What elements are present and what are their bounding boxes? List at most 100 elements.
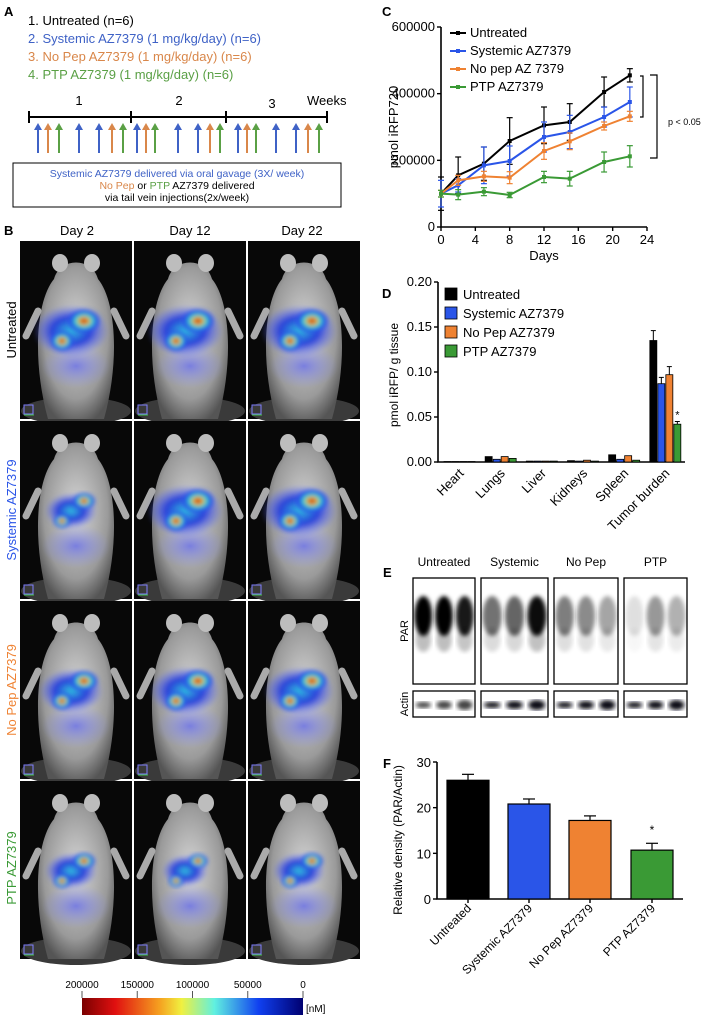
mouse-ear [198, 614, 214, 632]
arrow-head [142, 123, 150, 130]
blot-label-actin: Actin [399, 692, 411, 716]
colorbar-unit: [nM] [306, 1004, 326, 1015]
actin-band [457, 700, 473, 710]
actin-band [506, 701, 523, 709]
colorbar-tick-label: 150000 [121, 980, 155, 991]
x-tick-label: Untreated [427, 901, 474, 948]
actin-band [557, 702, 573, 708]
bar [609, 455, 616, 462]
dose-arrow-systemic-icon [194, 123, 202, 153]
bar [584, 460, 591, 462]
actin-band [436, 701, 452, 709]
signal-hotspot [53, 873, 71, 889]
note-nopep: No Pep [99, 180, 134, 192]
x-tick-label: 4 [472, 232, 479, 247]
dose-arrow-nopep-icon [304, 123, 312, 153]
blot-group-label: Untreated [418, 555, 471, 569]
data-point [542, 175, 546, 179]
y-tick-label: 0.15 [407, 319, 432, 334]
signal-hotspot [180, 488, 216, 514]
data-point [439, 192, 443, 196]
arrow-head [206, 123, 214, 130]
legend-swatch [445, 288, 457, 300]
bar [526, 461, 533, 462]
actin-band [648, 701, 664, 709]
data-point [602, 115, 606, 119]
legend-label: No pep AZ 7379 [470, 61, 564, 76]
dose-arrow-nopep-icon [142, 123, 150, 153]
dose-arrow-systemic-icon [34, 123, 42, 153]
par-smear [416, 628, 432, 652]
mouse-image [248, 241, 360, 425]
signal-hotspot [300, 852, 325, 870]
bar [674, 424, 681, 462]
mouse-ear [312, 614, 328, 632]
arrow-head [151, 123, 159, 130]
signal-haze [156, 884, 224, 928]
legend-label: Systemic AZ7379 [463, 306, 564, 321]
actin-band [578, 701, 594, 709]
signal-hotspot [277, 510, 303, 532]
dose-arrow-nopep-icon [243, 123, 251, 153]
mouse-image [20, 781, 132, 965]
mouse-image [248, 421, 360, 605]
signal-hotspot [181, 669, 214, 693]
panel-label-a: A [4, 4, 14, 19]
arrow-head [234, 123, 242, 130]
panel-label-d: D [382, 286, 391, 301]
dose-arrow-nopep-icon [206, 123, 214, 153]
delivery-note-box: Systemic AZ7379 delivered via oral gavag… [13, 163, 341, 207]
signal-hotspot [51, 692, 73, 711]
row-label-systemic: Systemic AZ7379 [4, 459, 19, 560]
mouse-ear [166, 254, 182, 272]
y-axis-label: pmol iRFP720 [386, 86, 401, 168]
mouse-ear [84, 434, 100, 452]
arrow-head [119, 123, 127, 130]
legend-marker [456, 85, 460, 89]
mouse-ear [198, 434, 214, 452]
significance-asterisk: * [675, 410, 680, 422]
blot-group-label: PTP [644, 555, 667, 569]
mouse-ear [280, 434, 296, 452]
dose-arrow-systemic-icon [95, 123, 103, 153]
bar [542, 461, 549, 462]
bar [568, 461, 575, 462]
bar [569, 820, 611, 899]
signal-hotspot [69, 670, 99, 692]
mouse-ear [52, 254, 68, 272]
mouse-image [134, 601, 246, 785]
actin-blot [481, 691, 548, 717]
p-value-annotation: p < 0.05 [668, 117, 701, 127]
arrow-head [315, 123, 323, 130]
legend-label: PTP AZ7379 [463, 344, 536, 359]
actin-blot [554, 691, 618, 717]
arrow-head [55, 123, 63, 130]
note-line-3: via tail vein injections(2x/week) [105, 192, 249, 204]
par-smear [436, 628, 452, 652]
colorbar-tick-label: 0 [300, 980, 306, 991]
day-label-12: Day 12 [169, 223, 210, 238]
arrow-head [243, 123, 251, 130]
mouse-ear [198, 254, 214, 272]
dose-arrow-systemic-icon [292, 123, 300, 153]
par-blot [481, 578, 548, 684]
legend-swatch [445, 326, 457, 338]
y-tick-label: 0.00 [407, 454, 432, 469]
legend-ptp: 4. PTP AZ7379 (1 mg/kg/day) (n=6) [28, 67, 233, 82]
treatment-legend: 1. Untreated (n=6) 2. Systemic AZ7379 (1… [28, 13, 261, 82]
note-ptp: PTP [150, 180, 170, 192]
legend-marker [456, 49, 460, 53]
arrow-head [216, 123, 224, 130]
bar [592, 461, 599, 462]
par-smear [484, 628, 501, 652]
data-point [628, 154, 632, 158]
data-point [508, 176, 512, 180]
significance-bracket [650, 75, 657, 158]
data-point [508, 193, 512, 197]
y-tick-label: 20 [417, 801, 431, 816]
signal-hotspot [295, 669, 328, 693]
data-point [568, 177, 572, 181]
actin-band [528, 700, 545, 710]
